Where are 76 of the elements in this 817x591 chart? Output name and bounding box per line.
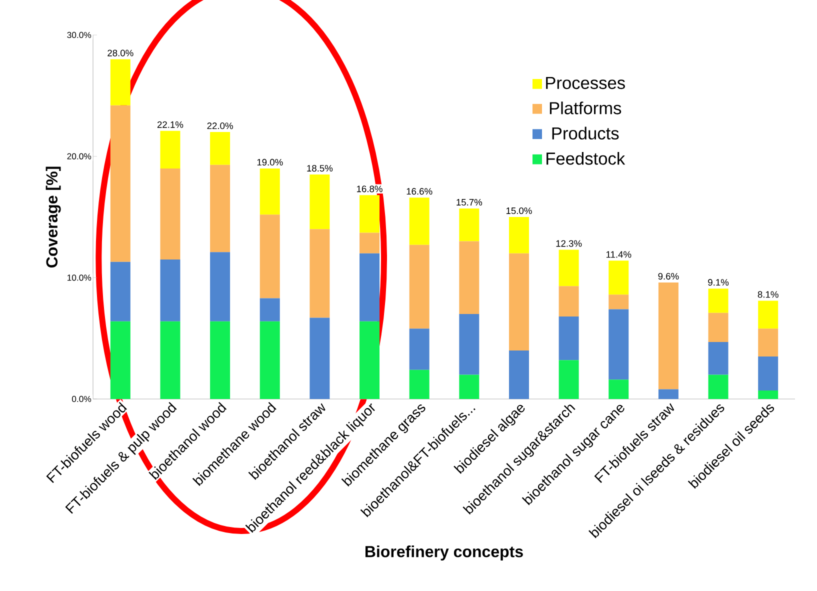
bar [260, 298, 280, 322]
bar [409, 370, 430, 399]
bar [210, 164, 230, 252]
legend-label: Feedstock [546, 152, 626, 165]
bar [360, 321, 380, 399]
y-tick-label: 20.0% [67, 153, 92, 160]
bar [310, 318, 330, 399]
bar [608, 294, 629, 310]
bar [708, 312, 728, 342]
bar [160, 321, 180, 399]
total-label: 11.4% [606, 251, 632, 258]
bar [608, 380, 629, 399]
legend-label: Platforms [550, 102, 622, 114]
bar [360, 232, 380, 254]
bar [658, 389, 678, 399]
bar [459, 314, 480, 375]
total-label: 15.7% [456, 199, 482, 206]
bar [360, 195, 380, 233]
bar [508, 350, 529, 399]
y-tick-label: 30.0% [67, 32, 92, 38]
bar [758, 390, 778, 399]
bar [260, 168, 280, 215]
bar [708, 288, 728, 313]
bar [459, 374, 480, 399]
bar [758, 300, 778, 329]
total-label: 8.1% [758, 291, 778, 298]
bar [508, 253, 529, 350]
total-label: 16.6% [406, 188, 432, 195]
bar [608, 309, 629, 380]
total-label: 15.0% [506, 207, 532, 214]
bar [409, 244, 430, 329]
bar [110, 105, 130, 262]
total-label: 12.3% [556, 240, 582, 247]
bar [558, 360, 579, 399]
bar [758, 328, 778, 357]
bar [160, 130, 180, 168]
bar [558, 250, 579, 286]
bar [210, 321, 230, 399]
bar [708, 374, 728, 399]
legend-label: Products [552, 126, 619, 140]
total-label: 28.0% [108, 50, 134, 56]
bar [708, 342, 728, 375]
bar [310, 174, 330, 230]
total-label: 9.6% [658, 272, 679, 280]
y-tick-label: 10.0% [68, 274, 92, 281]
bar [409, 198, 430, 245]
bar [110, 262, 130, 322]
bar [260, 321, 280, 399]
y-tick-label: 0.0% [72, 396, 92, 402]
bar [508, 216, 529, 254]
bar [409, 328, 430, 370]
total-label: 22.0% [207, 122, 233, 130]
bar [758, 356, 778, 390]
bar [260, 214, 280, 298]
bar [459, 208, 480, 242]
bar [160, 259, 180, 322]
total-label: 16.8% [357, 186, 382, 192]
total-label: 9.1% [708, 279, 729, 286]
bar [360, 253, 380, 322]
bar [459, 241, 480, 314]
total-label: 18.5% [307, 164, 333, 172]
bar [608, 260, 629, 295]
bar [110, 321, 130, 399]
y-axis-title: Coverage [%] [46, 166, 61, 268]
bar [310, 229, 330, 318]
total-label: 19.0% [257, 158, 283, 166]
bar [558, 286, 579, 316]
bar [160, 168, 180, 260]
legend-label: Processes [546, 77, 625, 90]
bar [658, 282, 678, 390]
total-label: 22.1% [157, 121, 184, 128]
bar [210, 252, 230, 322]
bar [558, 316, 579, 360]
bar [210, 132, 230, 165]
bar [110, 59, 130, 106]
x-axis-title: Biorefinery concepts [365, 546, 523, 560]
